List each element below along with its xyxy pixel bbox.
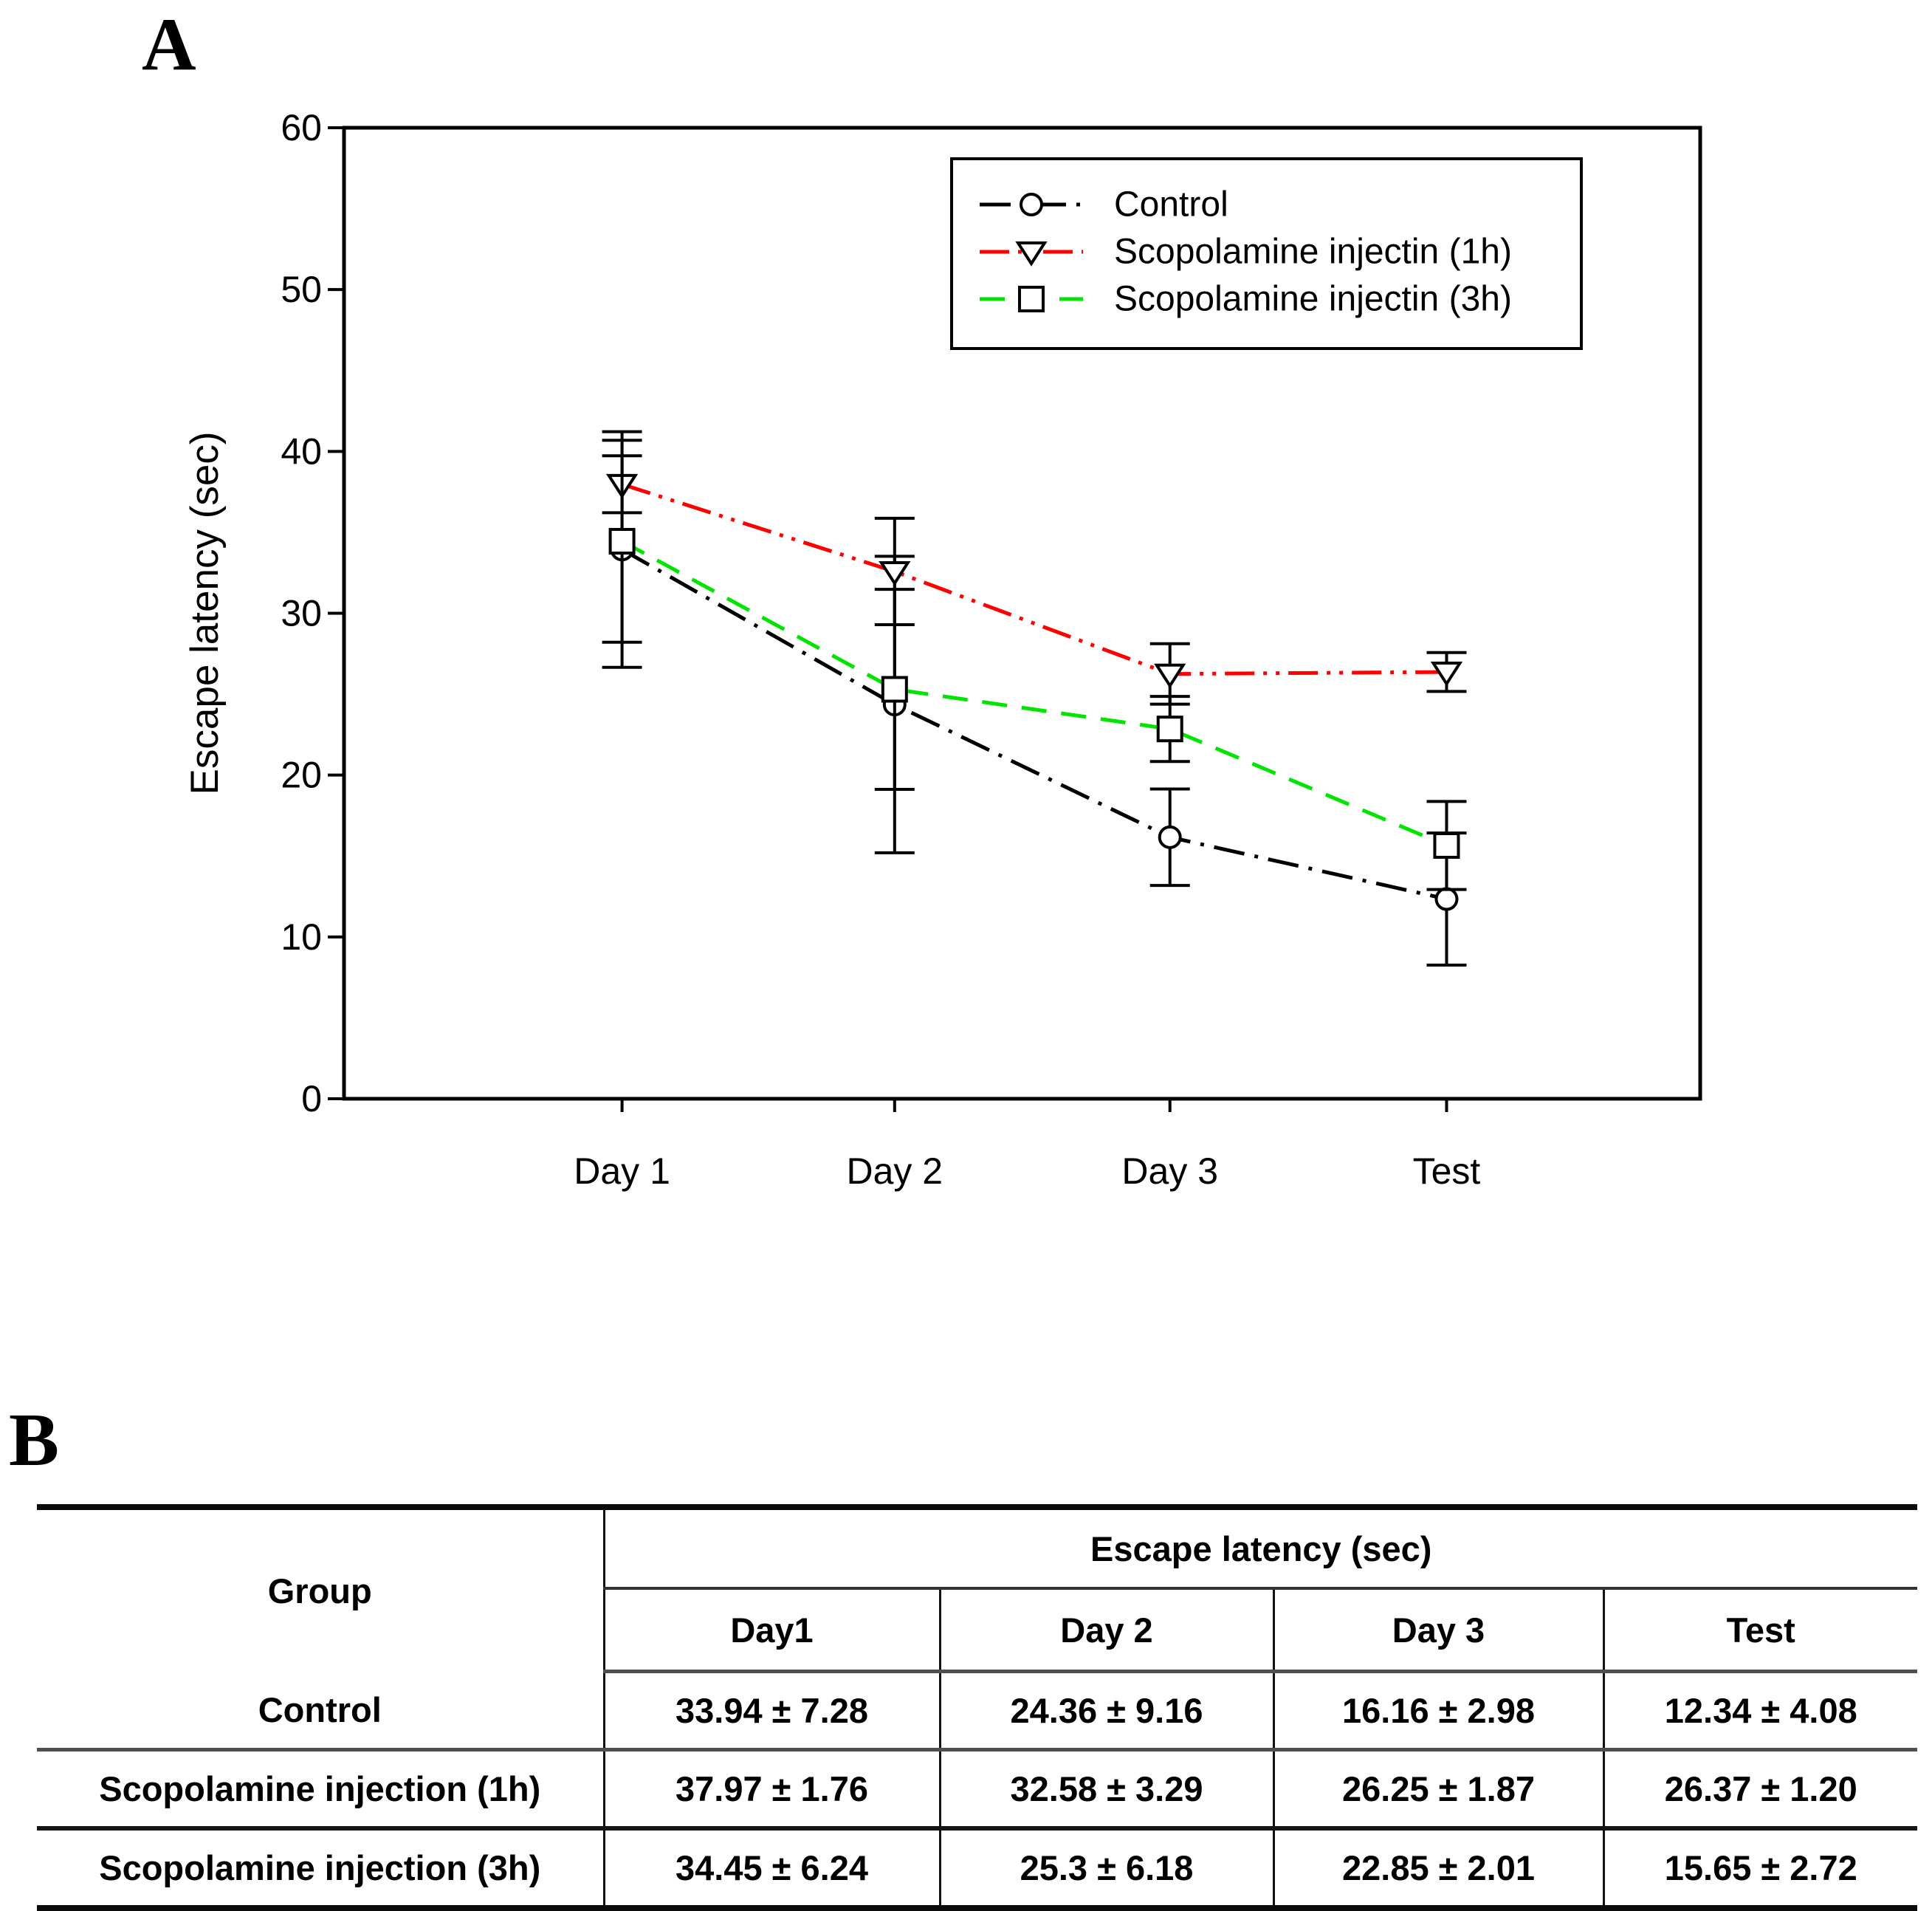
square-marker-scopolamine-injectin-3h [608, 527, 636, 555]
legend: Control Scopolamine injectin (1h) Scopolam… [950, 157, 1583, 350]
y-tick-label: 10 [281, 916, 322, 958]
table-header-escape-latency: Escape latency (sec) [604, 1507, 1917, 1590]
circle-marker-control [1434, 887, 1459, 911]
cell-3h-test: 15.65 ± 2.72 [1602, 1828, 1917, 1908]
escape-latency-line-chart: 0 10 20 30 40 50 60 Day 1 Day 2 Day 3 Test Escape l… [183, 107, 1702, 1192]
legend-item-scopolamine-injectin-1h: Scopolamine injectin (1h) [980, 233, 1512, 272]
square-marker-scopolamine-injectin-3h [1156, 716, 1183, 743]
table-row-scopolamine-1h: Scopolamine injection (1h) 37.97 ± 1.76 … [37, 1749, 1917, 1831]
legend-label: Scopolamine injectin (1h) [1114, 233, 1512, 272]
series-line-control [621, 547, 1448, 901]
legend-circle-marker [1020, 193, 1043, 216]
triangle-down-marker-scopolamine-injectin-1h [1154, 663, 1186, 689]
cell-3h-day3: 22.85 ± 2.01 [1272, 1828, 1603, 1908]
legend-label: Scopolamine injectin (3h) [1114, 280, 1512, 319]
legend-triangle-down-marker [1015, 241, 1048, 267]
square-marker-scopolamine-injectin-3h [1433, 832, 1460, 860]
cell-control-day2: 24.36 ± 9.16 [938, 1671, 1273, 1752]
x-axis: Day 1 Day 2 Day 3 Test [574, 1099, 1480, 1192]
row-label-scopolamine-1h: Scopolamine injection (1h) [37, 1749, 605, 1831]
table-header-day1: Day1 [604, 1588, 940, 1673]
table-header-test: Test [1602, 1588, 1917, 1673]
series-line-scopolamine-injectin-1h [621, 482, 1447, 676]
x-tick-label: Day 2 [847, 1150, 943, 1192]
x-tick-label: Day 3 [1121, 1150, 1218, 1192]
x-tick-label: Test [1413, 1150, 1481, 1192]
y-tick-label: 60 [281, 107, 322, 148]
row-label-control: Control [37, 1671, 605, 1752]
y-tick-label: 20 [281, 755, 322, 796]
y-axis: 0 10 20 30 40 50 60 [281, 107, 344, 1119]
table-header-day2: Day 2 [938, 1588, 1273, 1673]
series-control [602, 430, 1467, 967]
square-marker-scopolamine-injectin-3h [881, 676, 908, 703]
legend-square-marker [1018, 286, 1045, 312]
escape-latency-table: Group Escape latency (sec) Day1 Day 2 Da… [37, 1504, 1917, 1911]
legend-item-scopolamine-injectin-3h: Scopolamine injectin (3h) [980, 280, 1512, 319]
x-tick-label: Day 1 [574, 1150, 670, 1192]
cell-control-test: 12.34 ± 4.08 [1602, 1671, 1917, 1752]
cell-1h-day2: 32.58 ± 3.29 [938, 1749, 1273, 1831]
cell-3h-day1: 34.45 ± 6.24 [675, 1848, 868, 1887]
panel-a-label: A [142, 3, 196, 86]
cell-3h-day2: 25.3 ± 6.18 [938, 1828, 1273, 1908]
table-row-control: Control 33.94 ± 7.28 24.36 ± 9.16 16.16 … [37, 1671, 1917, 1752]
cell-1h-day1: 37.97 ± 1.76 [604, 1749, 940, 1831]
row-label-scopolamine-3h: Scopolamine injection (3h) [37, 1828, 605, 1908]
series-line-scopolamine-injectin-3h [621, 539, 1448, 848]
cell-1h-test: 26.37 ± 1.20 [1602, 1749, 1917, 1831]
panel-b-label: B [9, 1399, 60, 1482]
y-tick-label: 30 [281, 593, 322, 634]
table-row-scopolamine-3h: Scopolamine injection (3h) 34.45 ± 6.24 … [37, 1828, 1917, 1908]
legend-item-control: Control [980, 185, 1228, 224]
cell-1h-day3: 26.25 ± 1.87 [1272, 1749, 1603, 1831]
y-tick-label: 40 [281, 430, 322, 472]
table-header-group: Group [37, 1507, 605, 1672]
triangle-down-marker-scopolamine-injectin-1h [879, 560, 911, 586]
cell-control-day1: 33.94 ± 7.28 [604, 1671, 940, 1752]
y-tick-label: 50 [281, 269, 322, 310]
circle-marker-control [1158, 825, 1182, 849]
y-tick-label: 0 [301, 1078, 322, 1119]
legend-label: Control [1114, 185, 1228, 224]
y-axis-title: Escape latency (sec) [183, 432, 227, 795]
table-header-day3: Day 3 [1272, 1588, 1603, 1673]
series-scopolamine-injectin-1h [602, 454, 1467, 706]
triangle-down-marker-scopolamine-injectin-1h [1430, 662, 1463, 687]
series-scopolamine-injectin-3h [602, 439, 1467, 891]
cell-control-day3: 16.16 ± 2.98 [1272, 1671, 1603, 1752]
